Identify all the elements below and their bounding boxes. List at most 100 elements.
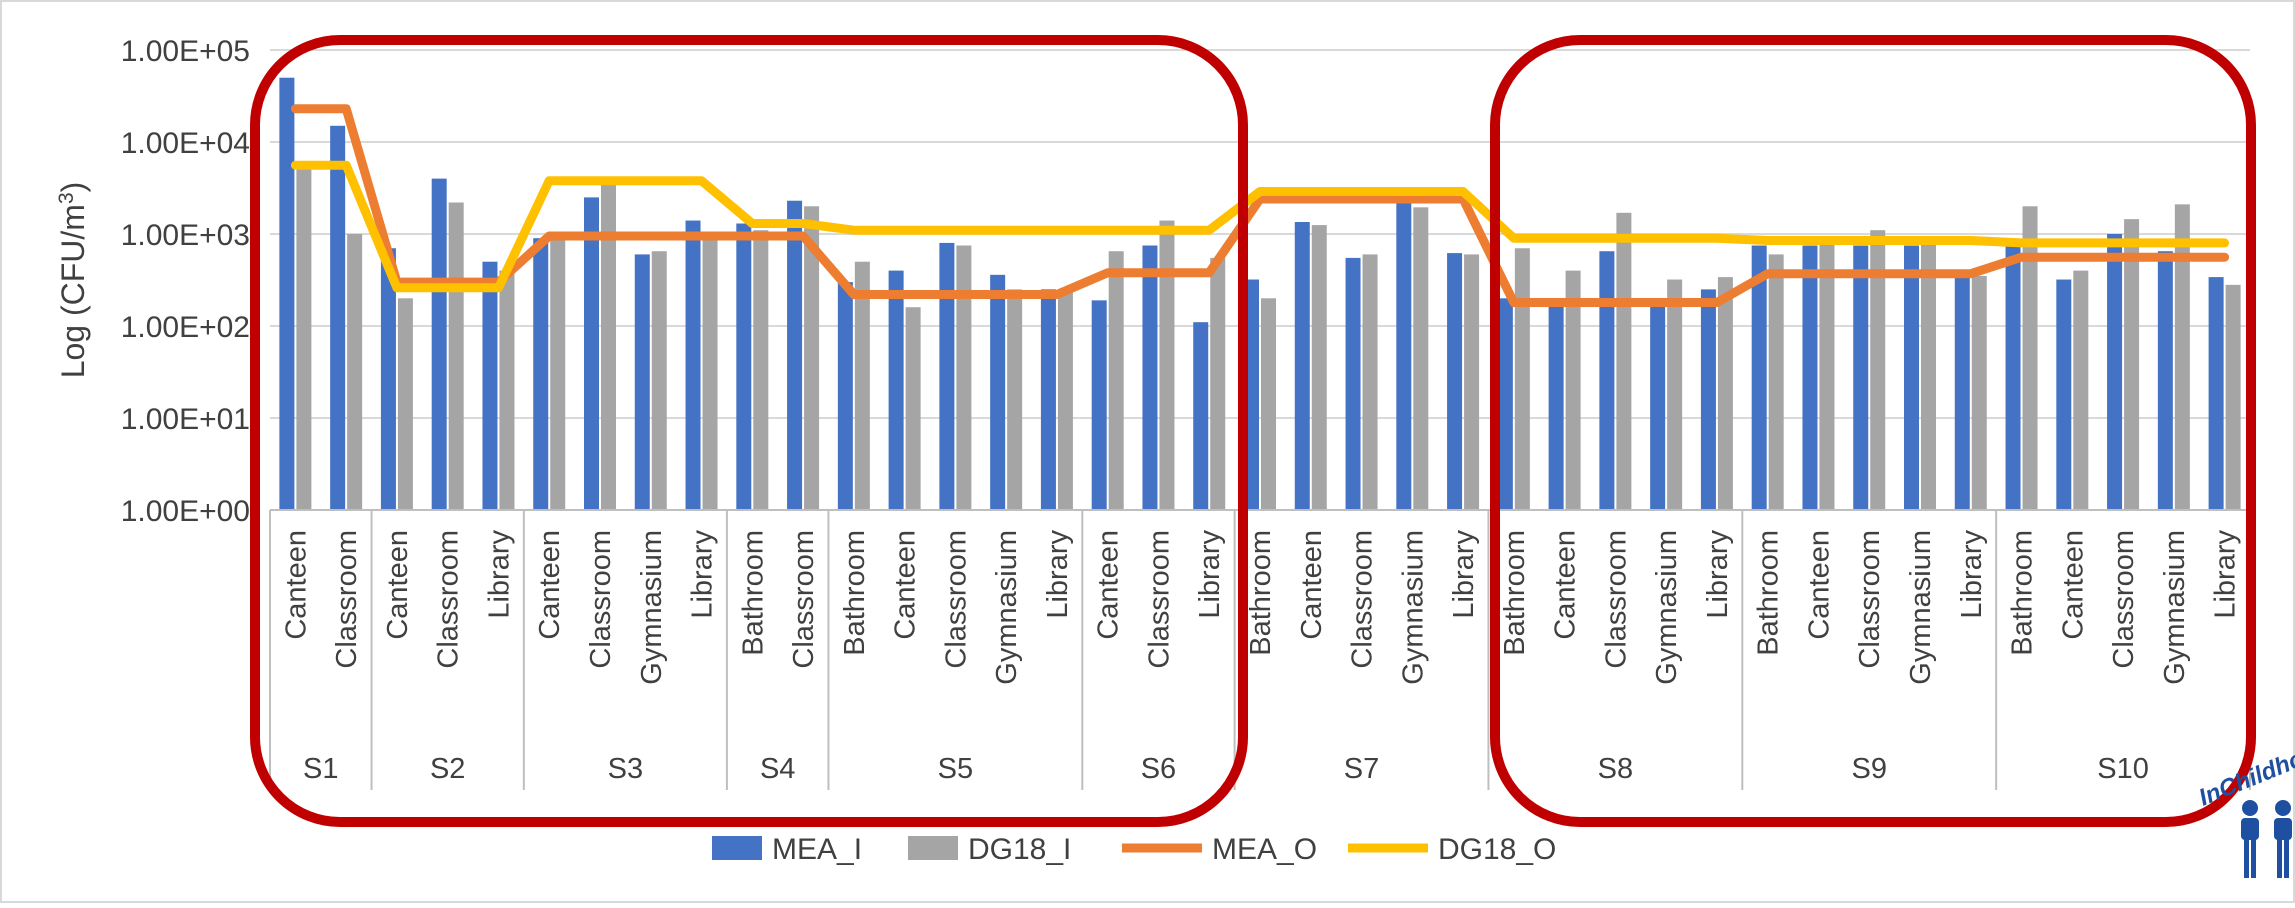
bar-mea-i [1142,245,1158,510]
x-category-label: Bathroom [1753,530,1785,656]
line-dg18-o [290,160,2230,293]
x-category-label: Gymnasium [2159,530,2191,685]
bar-mea-i [1396,195,1412,510]
highlight-box [1490,35,2256,827]
bar-mea-i [2107,234,2123,510]
x-category-label: Gymnasium [1397,530,1429,685]
bar-mea-i [431,178,447,510]
legend-label: DG18_O [1438,833,1556,866]
logo-figure-body [2241,818,2259,840]
bar-dg18-i [956,245,972,510]
logo-figure-leg [2244,838,2249,878]
bar-dg18-i [753,230,769,510]
x-category-label: Bathroom [1245,530,1277,656]
bar-mea-i [279,77,295,510]
x-category-label: Bathroom [2007,530,2039,656]
legend-swatch [908,836,958,860]
bar-mea-i [787,200,803,510]
x-category-label: Library [1194,530,1226,619]
bar-dg18-i [499,270,515,510]
bar-mea-i [1091,300,1107,510]
bar-dg18-i [702,232,718,510]
bar-mea-i [2056,279,2072,510]
group-label: S6 [1141,753,1176,785]
bar-dg18-i [1413,207,1429,510]
bar-mea-i [1294,222,1310,511]
y-axis-title-end: ) [55,182,91,193]
bar-mea-i [482,261,498,510]
bar-dg18-i [1108,251,1124,510]
bar-dg18-i [1870,230,1886,510]
bar-mea-i [888,270,904,510]
bar-dg18-i [804,206,820,510]
bar-dg18-i [550,240,566,510]
x-category-label: Canteen [280,530,312,640]
bar-dg18-i [1616,212,1632,510]
highlight-boxes [250,35,2256,827]
bar-dg18-i [347,234,363,510]
x-category-label: Gymnasium [1651,530,1683,685]
bar-dg18-i [1717,277,1733,510]
x-category-label: Library [687,530,719,619]
bar-mea-i [330,125,346,510]
x-axis: Canteen Classroom Canteen Classroom Library C… [269,509,2251,790]
y-axis-title: Log (CFU/m3) [55,182,92,379]
bar-mea-i [1904,245,1919,510]
x-category-label: Bathroom [737,530,769,656]
x-category-label: Library [1956,530,1988,619]
y-tick-label: 1.00E+01 [121,403,250,436]
logo-figure-leg [2251,838,2256,878]
bar-dg18-i [1971,275,1987,510]
bar-mea-i [685,220,701,510]
group-label: S1 [303,753,338,785]
bar-dg18-i [651,251,667,510]
y-tick-label: 1.00E+02 [121,311,250,344]
bar-dg18-i [1565,270,1581,510]
group-label: S2 [430,753,465,785]
bar-dg18-i [1159,220,1175,510]
lines [290,104,2230,307]
bar-mea-i [1650,298,1666,510]
bar-mea-i [634,254,650,510]
x-category-label: Canteen [1804,530,1836,640]
legend-swatch [712,836,762,860]
x-category-label: Library [1702,530,1734,619]
x-category-label: Gymnasium [991,530,1023,685]
bar-mea-i [1345,257,1361,510]
bar-dg18-i [1768,254,1784,510]
y-axis-title-main: Log (CFU/m [55,204,91,378]
bar-mea-i [2157,251,2173,510]
bar-dg18-i [1362,254,1378,510]
bar-dg18-i [296,162,312,510]
x-category-label: Canteen [890,530,922,640]
bar-mea-i [1040,289,1056,510]
bar-dg18-i [601,183,616,510]
x-category-label: Classroom [1600,530,1632,669]
x-category-label: Gymnasium [1905,530,1937,685]
x-category-label: Canteen [382,530,414,640]
bar-mea-i [1193,322,1209,510]
bar-mea-i [2005,245,2021,510]
bar-dg18-i [2225,284,2241,510]
y-tick-label: 1.00E+05 [121,35,250,68]
highlight-box [250,35,1248,827]
x-category-label: Bathroom [839,530,871,656]
logo-figure-head [2242,800,2258,816]
x-category-label: Canteen [534,530,566,640]
x-category-label: Library [484,530,516,619]
legend-label: MEA_O [1212,833,1317,866]
legend: MEA_I DG18_I MEA_O DG18_O [712,833,1556,866]
bar-mea-i [1954,275,1970,510]
bar-mea-i [837,282,853,510]
bar-mea-i [1802,245,1818,510]
bar-dg18-i [1819,242,1835,511]
y-axis-title-sup: 3 [55,192,78,204]
x-category-label: Classroom [940,530,972,669]
x-category-label: Bathroom [1499,530,1531,656]
x-category-label: Classroom [1347,530,1379,669]
logo-figure-leg [2284,838,2289,878]
bar-mea-i [1497,298,1513,510]
x-category-label: Classroom [1144,530,1176,669]
